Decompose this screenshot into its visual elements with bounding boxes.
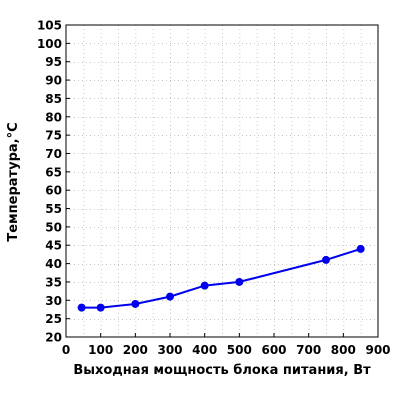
series-line (81, 247, 362, 309)
x-tick-label: 500 (227, 343, 252, 357)
y-tick-label: 35 (45, 275, 62, 289)
tick-labels: 0 100 200 300 400 500 600 700 800 900 20 25 30 35 40 45… (37, 19, 391, 358)
y-tick-label: 40 (45, 257, 62, 271)
y-tick-label: 70 (45, 147, 62, 161)
x-tick-label: 400 (192, 343, 217, 357)
y-tick-label: 95 (45, 55, 62, 69)
y-tick-label: 45 (45, 239, 62, 253)
data-point (131, 299, 140, 308)
x-tick-label: 300 (157, 343, 182, 357)
y-tick-label: 55 (45, 202, 62, 216)
data-point (166, 292, 174, 301)
y-tick-label: 30 (45, 294, 62, 308)
y-tick-label: 85 (45, 92, 62, 106)
data-point (322, 255, 330, 264)
y-tick-label: 25 (45, 312, 62, 326)
x-axis-title: Выходная мощность блока питания, Вт (73, 363, 371, 378)
data-point (235, 277, 244, 286)
data-point (200, 281, 209, 290)
y-axis-title: Температура,°C (6, 122, 21, 241)
y-tick-label: 60 (45, 184, 62, 198)
x-tick-label: 900 (365, 343, 390, 357)
x-tick-label: 800 (331, 343, 356, 357)
data-point (96, 303, 105, 312)
grid (66, 25, 378, 337)
x-tick-label: 600 (261, 343, 286, 357)
plot-frame (65, 24, 379, 338)
y-tick-label: 75 (45, 129, 62, 143)
y-tick-label: 20 (45, 331, 62, 345)
x-tick-label: 200 (123, 343, 148, 357)
y-tick-label: 100 (37, 37, 62, 51)
x-tick-label: 0 (62, 343, 70, 357)
y-tick-label: 90 (45, 74, 62, 88)
data-point (77, 303, 86, 312)
axis-ticks (65, 24, 379, 338)
y-tick-label: 105 (37, 19, 62, 33)
x-tick-label: 700 (296, 343, 321, 357)
series-layer (77, 244, 365, 312)
x-tick-label: 100 (88, 343, 113, 357)
y-tick-label: 80 (45, 110, 62, 124)
data-point (356, 244, 365, 253)
y-tick-label: 50 (45, 220, 62, 234)
y-tick-label: 65 (45, 165, 62, 179)
